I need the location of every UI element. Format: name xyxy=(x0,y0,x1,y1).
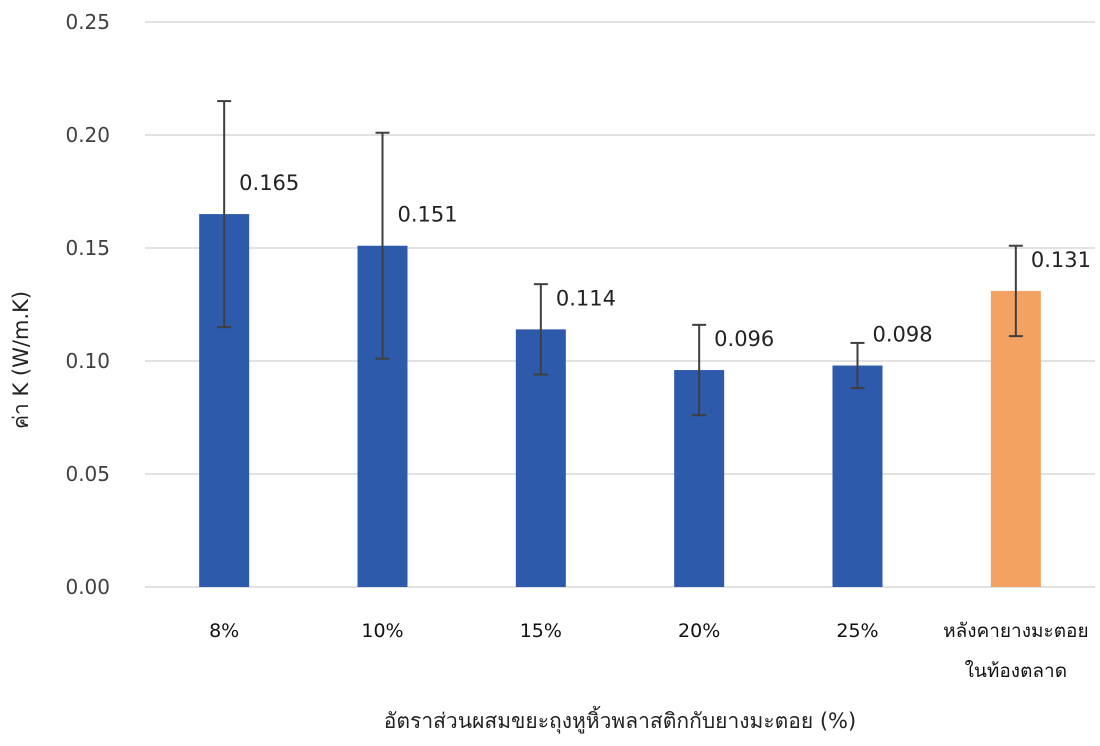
bars xyxy=(199,214,1041,588)
data-label: 0.151 xyxy=(398,203,458,227)
y-tick-label: 0.15 xyxy=(65,236,110,260)
x-category-label: ในท้องตลาด xyxy=(965,660,1067,682)
x-category-label: 10% xyxy=(361,620,403,642)
y-tick-label: 0.10 xyxy=(65,349,110,373)
data-labels: 0.165 0.151 0.114 0.096 0.098 0.131 xyxy=(239,171,1091,351)
y-tick-label: 0.00 xyxy=(65,575,110,599)
x-category-label: หลังคายางมะตอย xyxy=(943,620,1089,642)
y-axis-title: ค่า K (W/m.K) xyxy=(9,291,33,429)
x-category-label: 8% xyxy=(209,620,239,642)
x-axis-title: อัตราส่วนผสมขยะถุงหูหิ้วพลาสติกกับยางมะต… xyxy=(384,706,856,734)
data-label: 0.165 xyxy=(239,171,299,195)
gridlines xyxy=(145,21,1095,588)
error-bars xyxy=(217,100,1023,417)
y-tick-label: 0.25 xyxy=(65,10,110,34)
x-category-label: 15% xyxy=(520,620,562,642)
y-tick-label: 0.20 xyxy=(65,123,110,147)
data-label: 0.131 xyxy=(1031,248,1091,272)
data-label: 0.098 xyxy=(873,323,933,347)
y-axis-tick-labels: 0.00 0.05 0.10 0.15 0.20 0.25 xyxy=(65,10,110,599)
x-category-label: 25% xyxy=(836,620,878,642)
bar xyxy=(832,365,883,587)
data-label: 0.096 xyxy=(714,327,774,351)
bar xyxy=(990,290,1041,587)
data-label: 0.114 xyxy=(556,286,616,310)
x-category-label: 20% xyxy=(678,620,720,642)
y-tick-label: 0.05 xyxy=(65,462,110,486)
